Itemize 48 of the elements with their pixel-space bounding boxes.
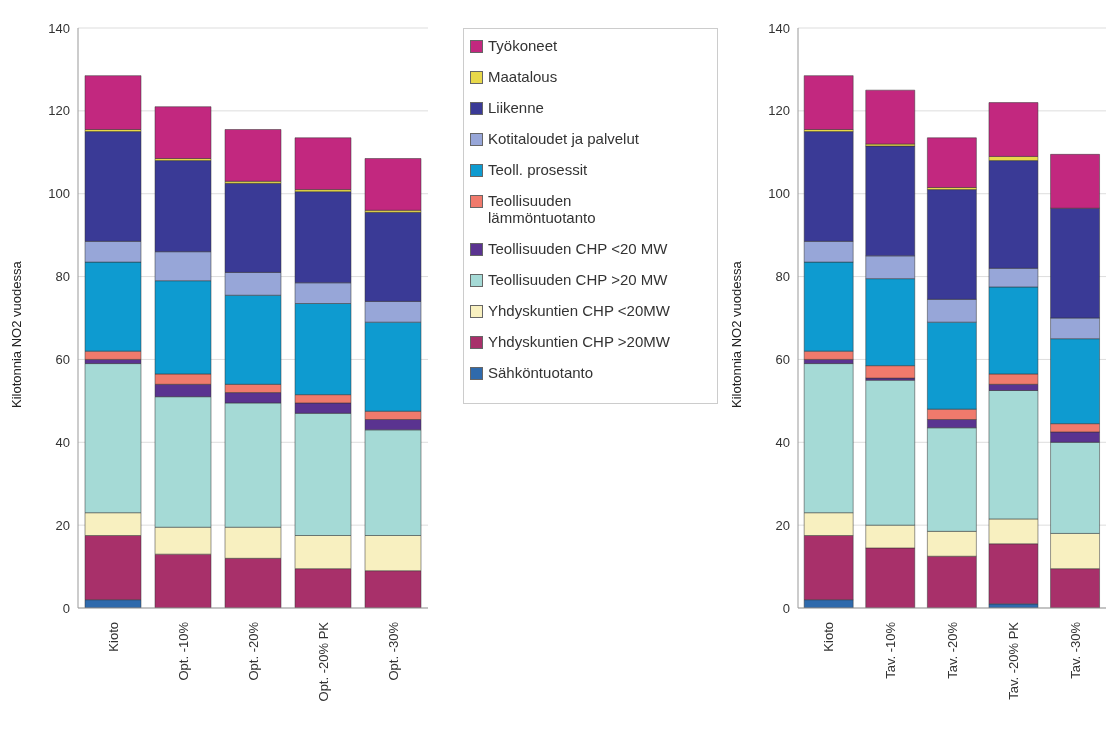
legend-label: Yhdyskuntien CHP <20MW — [488, 302, 670, 319]
y-tick-label: 40 — [55, 434, 70, 450]
y-tick-label: 120 — [48, 103, 70, 119]
bar — [84, 75, 142, 130]
y-tick-label: 20 — [775, 517, 790, 533]
y-tick-label: 0 — [782, 600, 790, 616]
bar — [224, 129, 282, 182]
y-tick-label: 60 — [55, 352, 70, 368]
bar — [364, 158, 422, 211]
x-tick-label: Tav. -20% — [944, 621, 960, 679]
x-tick-label: Opt. -20% — [245, 621, 261, 681]
x-tick-label: Tav. -10% — [882, 621, 898, 679]
legend-label: Maatalous — [488, 68, 558, 85]
legend-label: Teoll. prosessit — [488, 161, 588, 178]
bar — [988, 102, 1039, 157]
x-tick-label: Kioto — [105, 622, 121, 652]
y-tick-label: 120 — [768, 103, 790, 119]
x-tick-label: Tav. -20% PK — [1006, 621, 1022, 700]
y-tick-label: 20 — [55, 517, 70, 533]
y-tick-label: 140 — [768, 20, 790, 36]
bar — [294, 137, 352, 190]
legend-label: Teollisuuden lämmöntuotanto — [488, 192, 597, 226]
y-tick-label: 100 — [48, 186, 70, 202]
y-tick-label: 0 — [62, 600, 70, 616]
legend-label: Teollisuuden CHP >20 MW — [488, 271, 668, 288]
x-tick-label: Opt. -20% PK — [315, 621, 331, 702]
legend-label: Sähköntuotanto — [488, 364, 594, 381]
bar — [154, 106, 212, 159]
x-tick-label: Tav. -30% — [1067, 621, 1083, 679]
x-tick-label: Opt. -10% — [175, 621, 191, 681]
bar — [927, 137, 977, 188]
legend-label: Liikenne — [488, 99, 544, 116]
bar — [803, 75, 854, 130]
y-tick-label: 140 — [48, 20, 70, 36]
legend-label: Teollisuuden CHP <20 MW — [488, 240, 668, 257]
y-axis-title: Kilotonnia NO2 vuodessa — [8, 260, 24, 408]
y-axis-title: Kilotonnia NO2 vuodessa — [728, 260, 744, 408]
y-tick-label: 60 — [775, 352, 790, 368]
legend-label: Kotitaloudet ja palvelut — [488, 130, 639, 147]
y-tick-label: 100 — [768, 186, 790, 202]
y-tick-label: 40 — [775, 434, 790, 450]
y-tick-label: 80 — [775, 269, 790, 285]
bar — [865, 89, 916, 145]
legend-label: Yhdyskuntien CHP >20MW — [488, 333, 670, 350]
x-tick-label: Kioto — [821, 622, 837, 652]
x-tick-label: Opt. -30% — [385, 621, 401, 681]
y-tick-label: 80 — [55, 269, 70, 285]
legend-label: Työkoneet — [488, 37, 558, 54]
